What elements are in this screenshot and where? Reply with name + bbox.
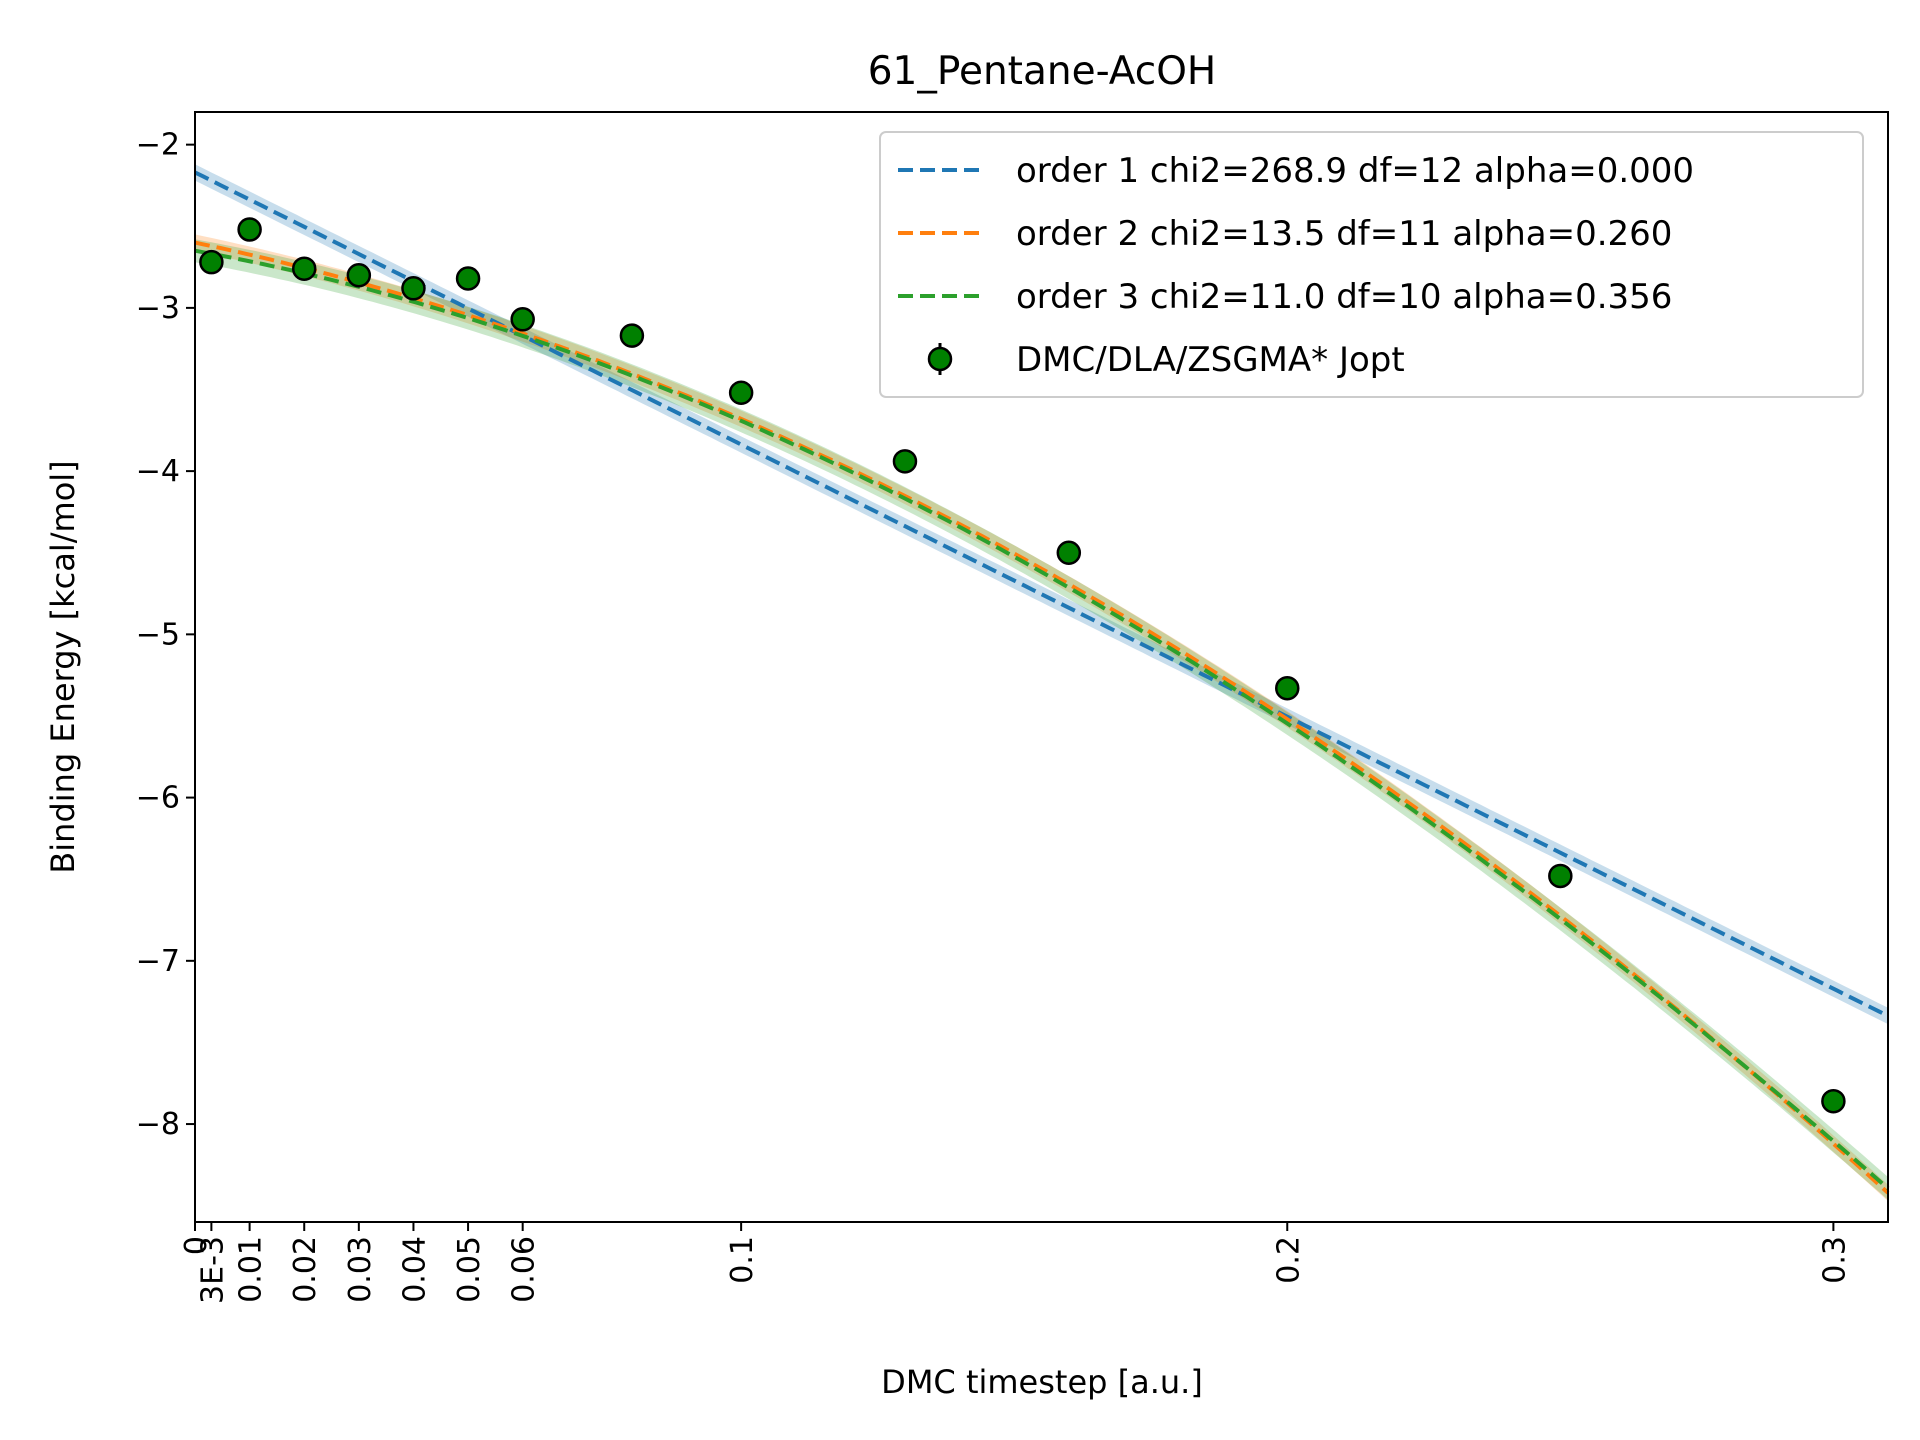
x-axis: 03E-3 0.01 0.02 0.03 0.04 0.05 0.06 0.1 0.2 0.3 [179, 1222, 1852, 1304]
fit-line-order-1 [194, 170, 1889, 1018]
y-tick-label: −4 [136, 454, 180, 489]
data-point [199, 249, 224, 275]
fit-lines [194, 170, 1890, 1195]
data-point [892, 449, 918, 474]
legend-label-order-1: order 1 chi2=268.9 df=12 alpha=0.000 [1016, 151, 1694, 191]
data-points [199, 217, 1846, 1114]
legend: order 1 chi2=268.9 df=12 alpha=0.000 orde… [879, 131, 1864, 398]
y-tick-label: −6 [136, 781, 180, 816]
data-point [291, 256, 317, 281]
y-axis-label: Binding Energy [kcal/mol] [44, 460, 82, 873]
data-point [1548, 863, 1573, 889]
fit-line-order-3 [194, 248, 1890, 1190]
x-axis-label: DMC timestep [a.u.] [881, 1363, 1203, 1401]
legend-label-order-3: order 3 chi2=11.0 df=10 alpha=0.356 [1016, 277, 1672, 317]
chart-title: 61_Pentane-AcOH [868, 49, 1217, 94]
data-point [237, 217, 262, 242]
x-tick-label: 0.3 [1817, 1236, 1852, 1284]
legend-marker [927, 346, 953, 372]
x-tick-label: 0 [179, 1236, 214, 1255]
x-tick-label: 0.2 [1271, 1236, 1306, 1284]
data-point [401, 276, 426, 301]
x-tick-label: 0.02 [288, 1236, 323, 1303]
fit-bands [195, 164, 1888, 1202]
data-point [510, 307, 535, 332]
data-point [455, 266, 481, 291]
x-tick-label: 0.04 [398, 1236, 433, 1303]
data-point [1056, 540, 1082, 565]
x-tick-label: 0.06 [507, 1236, 542, 1303]
legend-box [879, 131, 1864, 398]
plot-area-frame [194, 111, 1889, 1223]
y-axis: −2 −3 −4 −5 −6 −7 −8 [136, 128, 195, 1142]
data-point [1275, 675, 1300, 701]
x-tick-label: 0.03 [343, 1236, 378, 1303]
y-tick-label: −2 [136, 128, 180, 163]
data-point [1821, 1088, 1846, 1114]
data-point [728, 380, 754, 406]
x-tick-label: 0.01 [234, 1236, 269, 1303]
y-tick-label: −8 [136, 1107, 180, 1142]
legend-label-data: DMC/DLA/ZSGMA* Jopt [1016, 340, 1405, 380]
data-point [346, 262, 372, 288]
x-tick-label: 0.1 [725, 1236, 760, 1284]
data-point [619, 323, 645, 348]
legend-label-order-2: order 2 chi2=13.5 df=11 alpha=0.260 [1016, 214, 1672, 254]
y-tick-label: −5 [136, 617, 180, 652]
y-tick-label: −7 [136, 944, 180, 979]
x-tick-label: 0.05 [452, 1236, 487, 1303]
y-tick-label: −3 [136, 291, 180, 326]
x-tick-label: 3E-3 [195, 1236, 230, 1304]
fit-band-order-1 [195, 164, 1888, 1025]
